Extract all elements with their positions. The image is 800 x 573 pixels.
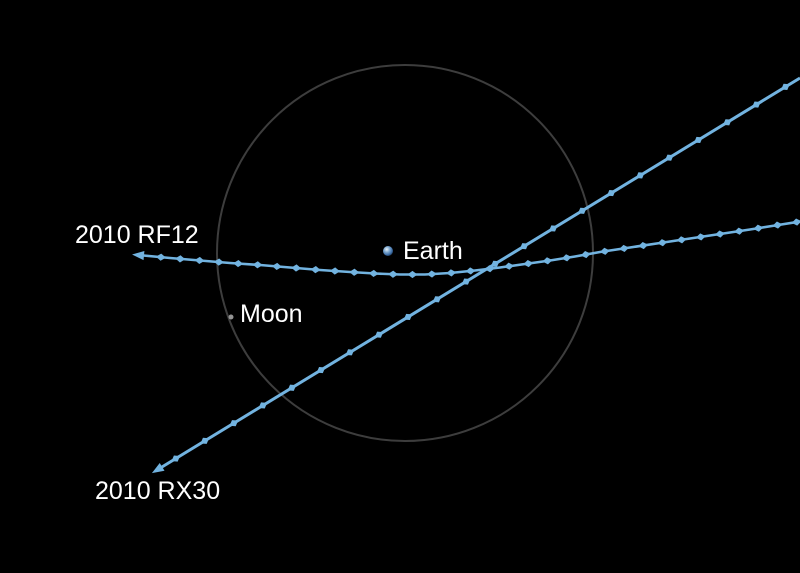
trajectory-marker — [523, 259, 534, 268]
trajectory-marker — [465, 267, 476, 275]
trajectory-marker — [606, 190, 616, 197]
trajectory-marker — [772, 221, 783, 229]
trajectory-marker — [580, 251, 591, 259]
trajectory-marker — [171, 455, 181, 462]
trajectory-label-2010-rf12: 2010 RF12 — [75, 221, 199, 249]
trajectory-marker — [504, 262, 514, 270]
trajectory-marker — [548, 225, 558, 232]
trajectory-marker — [542, 257, 553, 265]
trajectory-marker — [694, 136, 703, 144]
trajectory-marker — [368, 269, 379, 278]
trajectory-marker — [599, 247, 610, 255]
earth-icon — [383, 246, 393, 256]
trajectory-marker — [781, 83, 790, 90]
trajectory-marker — [175, 255, 186, 263]
trajectory-marker — [490, 260, 500, 267]
trajectory-marker — [329, 267, 340, 275]
trajectory-marker — [665, 154, 674, 161]
trajectory-marker — [388, 270, 399, 278]
trajectory-marker — [407, 270, 418, 279]
trajectory-marker — [676, 236, 687, 244]
trajectory-marker — [432, 296, 442, 303]
trajectory-marker — [213, 258, 224, 266]
trajectory-marker — [349, 268, 360, 276]
trajectory-marker — [233, 259, 244, 268]
earth-label: Earth — [403, 237, 463, 265]
trajectory-arrowhead — [151, 462, 165, 474]
trajectory-marker — [723, 119, 732, 126]
moon-icon — [228, 314, 234, 320]
moon-label: Moon — [240, 300, 303, 328]
trajectory-marker — [194, 256, 205, 265]
trajectory-marker — [791, 218, 800, 226]
trajectory-marker — [374, 331, 384, 338]
trajectory-marker — [403, 313, 413, 321]
trajectory-marker — [636, 172, 645, 179]
trajectory-marker — [252, 261, 263, 269]
trajectory-marker — [316, 366, 326, 374]
trajectory-label-2010-rx30: 2010 RX30 — [95, 477, 220, 505]
trajectory-marker — [229, 420, 239, 427]
trajectory-marker — [446, 269, 457, 277]
trajectory-layer — [132, 76, 800, 474]
trajectory-marker — [155, 253, 166, 261]
trajectory-marker — [753, 224, 764, 232]
trajectory-marker — [577, 207, 587, 214]
trajectory-marker — [461, 278, 471, 285]
trajectory-marker — [258, 402, 268, 409]
trajectory-marker — [657, 239, 668, 247]
trajectory-marker — [638, 241, 649, 250]
trajectory-arrowhead — [132, 250, 145, 261]
trajectory-marker — [287, 384, 297, 391]
trajectory-marker — [291, 264, 302, 272]
trajectory-marker — [310, 266, 321, 274]
trajectory-marker — [734, 227, 745, 235]
trajectory-marker — [715, 230, 725, 238]
trajectory-2010-rx30 — [151, 76, 800, 474]
trajectory-marker — [561, 254, 572, 262]
trajectory-marker — [752, 101, 761, 108]
trajectory-2010-rf12 — [132, 218, 800, 279]
trajectory-marker — [271, 262, 282, 270]
trajectory-marker — [200, 437, 210, 444]
trajectory-marker — [519, 243, 529, 250]
trajectory-marker — [695, 233, 706, 241]
trajectory-marker — [619, 244, 629, 252]
trajectory-marker — [426, 270, 437, 278]
trajectory-marker — [345, 349, 355, 356]
